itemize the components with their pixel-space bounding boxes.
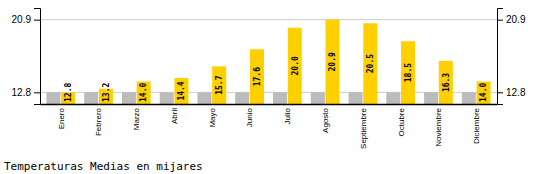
bar <box>439 61 453 104</box>
bar <box>386 92 400 104</box>
x-tick: Septiembre <box>359 107 368 148</box>
bar <box>84 92 98 104</box>
x-axis: Enero Febrero Marzo Abril Mayo Junio Julio Agos… <box>41 105 498 149</box>
bar <box>288 28 302 104</box>
bar <box>122 92 136 104</box>
bar <box>197 92 211 104</box>
y2-axis-line <box>498 9 504 105</box>
bar <box>46 92 60 104</box>
y-tick-label: 20.9 <box>12 14 32 25</box>
x-tick-label: Enero <box>57 107 66 129</box>
data-label: 13.2 <box>102 83 111 102</box>
y-tick: 12.8 <box>12 87 40 98</box>
x-tick: Junio <box>245 107 254 127</box>
y-axis-line <box>34 9 41 105</box>
bar <box>212 66 226 104</box>
data-label: 20.0 <box>291 56 300 75</box>
y2-tick: 20.9 <box>497 14 526 25</box>
data-label: 16.3 <box>442 73 451 92</box>
y-tick: 20.9 <box>12 14 40 25</box>
y-tick-label: 12.8 <box>12 87 32 98</box>
x-tick: Agosto <box>321 107 330 132</box>
plot: 12.8 20.9 12.8 20.9 Enero Febrero Marzo Abril Ma… <box>12 9 526 149</box>
y2-tick-label: 20.9 <box>506 14 526 25</box>
grid <box>40 20 497 93</box>
data-label: 14.0 <box>139 83 148 102</box>
bar <box>174 78 188 104</box>
bar <box>326 20 340 104</box>
x-tick-label: Septiembre <box>359 107 368 148</box>
x-tick-label: Abril <box>170 108 179 124</box>
grid-line <box>40 19 497 20</box>
bars <box>46 20 490 104</box>
data-label: 17.6 <box>253 67 262 86</box>
y-tick-mark <box>34 92 40 93</box>
bar <box>462 92 476 104</box>
x-tick-label: Noviembre <box>434 107 443 146</box>
y2-tick-mark <box>497 92 503 93</box>
x-axis-line <box>41 104 498 106</box>
y2-tick: 12.8 <box>497 87 526 98</box>
bar <box>250 49 264 104</box>
bar <box>235 92 249 104</box>
bar <box>311 92 325 104</box>
bar <box>273 92 287 104</box>
y-tick-mark <box>34 20 40 21</box>
data-labels: 12.8 13.2 14.0 14.4 15.7 17.6 20.0 20.9 20.5 18.5… <box>64 52 488 102</box>
x-tick: Febrero <box>94 107 103 136</box>
x-tick: Abril <box>170 108 179 124</box>
x-tick-label: Octubre <box>396 107 405 136</box>
x-tick-label: Marzo <box>132 107 141 130</box>
data-label: 18.5 <box>404 63 413 82</box>
y2-axis: 12.8 20.9 <box>497 9 526 105</box>
x-tick: Marzo <box>132 107 141 130</box>
x-tick: Diciembre <box>472 107 481 144</box>
x-tick: Julio <box>283 107 292 124</box>
x-tick: Enero <box>57 107 66 129</box>
bar <box>160 92 174 104</box>
data-label: 14.4 <box>177 81 186 100</box>
x-tick-label: Mayo <box>208 107 217 127</box>
bar <box>363 23 377 104</box>
x-tick-label: Febrero <box>94 107 103 136</box>
data-label: 20.5 <box>366 54 375 73</box>
x-tick: Mayo <box>208 107 217 127</box>
x-tick-label: Julio <box>283 107 292 124</box>
x-tick-label: Diciembre <box>472 107 481 144</box>
chart: 12.8 20.9 12.8 20.9 Enero Febrero Marzo Abril Ma… <box>0 0 537 174</box>
x-tick-label: Agosto <box>321 107 330 132</box>
x-tick-label: Junio <box>245 107 254 127</box>
bar <box>137 82 151 104</box>
y-axis: 12.8 20.9 <box>12 9 41 105</box>
data-label: 12.8 <box>64 83 73 102</box>
x-tick: Noviembre <box>434 107 443 146</box>
data-label: 20.9 <box>328 52 337 71</box>
bar <box>424 92 438 104</box>
bar <box>349 92 363 104</box>
data-label: 14.0 <box>479 83 488 102</box>
data-label: 15.7 <box>215 75 224 94</box>
bar <box>401 41 415 104</box>
bar <box>477 82 491 104</box>
title: Temperaturas Medias en mijares <box>4 160 203 173</box>
x-tick: Octubre <box>396 107 405 136</box>
y2-tick-label: 12.8 <box>506 87 526 98</box>
y2-tick-mark <box>497 20 503 21</box>
